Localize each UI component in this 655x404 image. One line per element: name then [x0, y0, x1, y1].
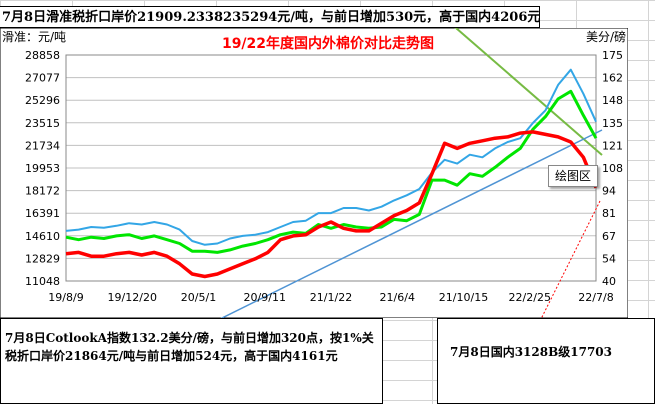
right-tick-label: 108	[602, 162, 623, 175]
left-tick-label: 27077	[25, 72, 60, 85]
chart-title: 19/22年度国内外棉价对比走势图	[222, 35, 434, 52]
right-tick-label: 54	[602, 252, 616, 265]
series-line-red	[65, 130, 598, 279]
trendline-blue	[215, 129, 603, 322]
left-tick-label: 23515	[25, 117, 60, 130]
left-axis-label: 滑准：元/吨	[2, 30, 66, 44]
series-line-green	[65, 89, 598, 254]
right-tick-label: 81	[602, 207, 616, 220]
top-price-note: 7月8日滑准税折口岸价21909.2338235294元/吨，与前日增加530元…	[0, 6, 540, 28]
left-tick-label: 16391	[25, 207, 60, 220]
left-tick-label: 25296	[25, 94, 60, 107]
x-tick-label: 21/1/22	[310, 291, 352, 304]
right-tick-label: 175	[602, 49, 623, 62]
x-axis-ticks: 19/8/9 19/12/20 20/5/1 20/9/11 21/1/22 21/6/4…	[48, 291, 613, 304]
chart-area[interactable]: 28858 27077 25296 23515 21734 19953 18172 16391…	[0, 0, 629, 322]
right-tick-label: 121	[602, 139, 623, 152]
x-tick-label: 22/2/25	[509, 291, 551, 304]
right-tick-label: 67	[602, 230, 616, 243]
x-tick-label: 20/9/11	[244, 291, 286, 304]
left-tick-label: 11048	[25, 275, 60, 288]
x-tick-label: 21/6/4	[380, 291, 415, 304]
right-axis-label: 美分/磅	[586, 29, 626, 44]
left-axis-ticks: 28858 27077 25296 23515 21734 19953 18172 16391…	[25, 49, 60, 288]
left-tick-label: 19953	[25, 162, 60, 175]
x-tick-label: 21/10/15	[439, 291, 488, 304]
left-tick-label: 21734	[25, 139, 60, 152]
right-tick-label: 40	[602, 275, 616, 288]
right-tick-label: 94	[602, 185, 616, 198]
x-tick-label: 19/8/9	[48, 291, 83, 304]
right-axis-ticks: 175 162 148 135 121 108 94 81 67 54 40	[602, 49, 623, 288]
left-tick-label: 12829	[25, 252, 60, 265]
x-tick-label: 19/12/20	[108, 291, 157, 304]
left-tick-label: 28858	[25, 49, 60, 62]
price-comparison-chart: 28858 27077 25296 23515 21734 19953 18172 16391…	[0, 0, 629, 322]
x-tick-label: 22/7/8	[578, 291, 613, 304]
right-tick-label: 135	[602, 117, 623, 130]
right-tick-label: 162	[602, 72, 623, 85]
right-tick-label: 148	[602, 94, 623, 107]
left-tick-label: 14610	[25, 230, 60, 243]
series-lines	[65, 68, 598, 279]
series-line-blue	[65, 68, 597, 246]
domestic-price-note: 7月8日国内3128B级17703	[437, 318, 655, 404]
left-tick-label: 18172	[25, 185, 60, 198]
plot-area-tooltip: 绘图区	[548, 165, 598, 187]
cotlook-note: 7月8日CotlookA指数132.2美分/磅，与前日增加320点，按1%关税折…	[0, 318, 383, 404]
x-tick-label: 20/5/1	[181, 291, 216, 304]
